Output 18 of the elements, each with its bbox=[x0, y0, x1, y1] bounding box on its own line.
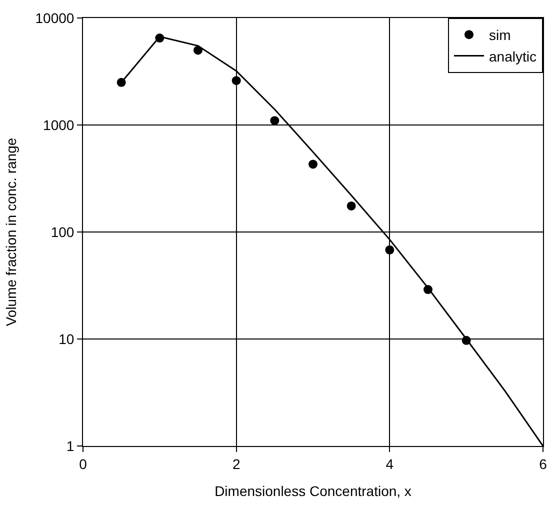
point bbox=[385, 245, 394, 254]
point bbox=[346, 201, 356, 210]
point bbox=[308, 160, 318, 169]
x-tick-label: 0 bbox=[79, 456, 88, 472]
x-tick-label: 6 bbox=[539, 456, 548, 472]
point bbox=[232, 76, 241, 86]
point bbox=[270, 116, 280, 126]
x-tick-label: 2 bbox=[232, 456, 240, 472]
y-tick-label: 100 bbox=[50, 224, 74, 240]
y-tick-label: 10000 bbox=[35, 10, 74, 26]
y-axis-title: Volume fraction in conc. range bbox=[2, 138, 19, 326]
legend-label: sim bbox=[489, 27, 511, 44]
x-tick-label: 4 bbox=[386, 456, 394, 472]
legend-label: analytic bbox=[489, 48, 536, 64]
y-tick-label: 1000 bbox=[43, 116, 74, 133]
x-axis-title: Dimensionless Concentration, x bbox=[214, 483, 412, 500]
y-tick-label: 1 bbox=[66, 438, 74, 454]
y-tick-label: 10 bbox=[58, 330, 74, 347]
